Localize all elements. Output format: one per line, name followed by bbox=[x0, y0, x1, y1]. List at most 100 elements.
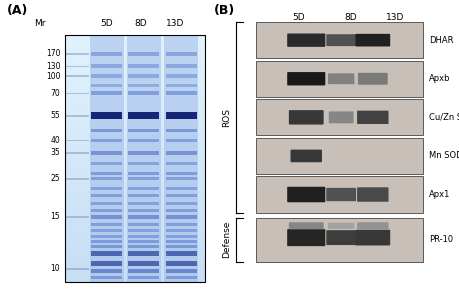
Bar bbox=[128, 129, 159, 132]
Bar bbox=[256, 22, 422, 58]
Bar bbox=[165, 187, 196, 190]
Bar bbox=[66, 152, 89, 154]
Bar bbox=[165, 112, 196, 119]
Bar bbox=[128, 51, 159, 56]
Bar bbox=[66, 53, 89, 55]
Text: 10: 10 bbox=[50, 264, 60, 273]
Text: 8D: 8D bbox=[344, 13, 356, 22]
Bar bbox=[90, 84, 122, 87]
Bar bbox=[128, 162, 159, 165]
Bar bbox=[90, 129, 122, 132]
Bar bbox=[128, 269, 159, 273]
Bar bbox=[90, 261, 122, 266]
FancyBboxPatch shape bbox=[286, 72, 325, 86]
FancyBboxPatch shape bbox=[356, 222, 388, 229]
Text: Mn SOD: Mn SOD bbox=[428, 151, 459, 161]
Text: 35: 35 bbox=[50, 148, 60, 157]
Text: 15: 15 bbox=[50, 212, 60, 221]
Bar bbox=[90, 112, 122, 119]
FancyBboxPatch shape bbox=[327, 223, 353, 229]
Bar bbox=[66, 66, 89, 67]
Text: (B): (B) bbox=[213, 4, 235, 17]
Bar bbox=[66, 76, 89, 77]
Bar bbox=[66, 93, 89, 94]
Bar bbox=[128, 235, 159, 238]
Text: (A): (A) bbox=[6, 4, 28, 17]
Bar bbox=[165, 177, 196, 180]
Bar bbox=[90, 51, 122, 56]
Bar bbox=[90, 64, 122, 68]
Bar bbox=[256, 99, 422, 136]
Bar bbox=[128, 202, 159, 205]
Bar bbox=[256, 61, 422, 97]
Bar bbox=[128, 64, 159, 68]
Text: 55: 55 bbox=[50, 111, 60, 120]
Bar bbox=[128, 91, 159, 95]
Bar bbox=[90, 139, 122, 142]
Text: DHAR: DHAR bbox=[428, 36, 453, 45]
Bar bbox=[128, 187, 159, 190]
FancyBboxPatch shape bbox=[328, 111, 353, 123]
FancyBboxPatch shape bbox=[355, 34, 389, 46]
Bar bbox=[66, 140, 89, 141]
Bar bbox=[90, 229, 122, 232]
Bar bbox=[66, 115, 89, 117]
Bar bbox=[128, 276, 159, 278]
Text: Apxb: Apxb bbox=[428, 74, 449, 83]
Bar bbox=[90, 209, 122, 212]
FancyBboxPatch shape bbox=[356, 187, 388, 202]
Bar bbox=[165, 74, 196, 78]
Text: 40: 40 bbox=[50, 136, 60, 145]
FancyBboxPatch shape bbox=[327, 73, 353, 84]
Bar bbox=[128, 209, 159, 212]
FancyBboxPatch shape bbox=[288, 222, 323, 229]
Bar bbox=[128, 223, 159, 226]
Bar bbox=[165, 223, 196, 226]
Bar bbox=[90, 202, 122, 205]
Bar bbox=[90, 187, 122, 190]
Bar bbox=[90, 74, 122, 78]
FancyBboxPatch shape bbox=[290, 150, 321, 162]
Bar bbox=[128, 245, 159, 248]
Bar bbox=[165, 129, 196, 132]
FancyBboxPatch shape bbox=[325, 34, 355, 46]
Text: Defense: Defense bbox=[222, 221, 231, 258]
Bar bbox=[128, 151, 159, 155]
Bar bbox=[165, 229, 196, 232]
Bar bbox=[128, 240, 159, 243]
Bar bbox=[90, 251, 122, 256]
Text: Apx1: Apx1 bbox=[428, 190, 449, 199]
Text: 5D: 5D bbox=[100, 19, 113, 28]
Bar bbox=[165, 84, 196, 87]
Bar bbox=[66, 268, 89, 270]
Bar bbox=[128, 261, 159, 266]
Text: 170: 170 bbox=[45, 49, 60, 58]
Bar bbox=[165, 215, 196, 219]
Text: 13D: 13D bbox=[386, 13, 404, 22]
Bar bbox=[66, 178, 89, 180]
Text: 13D: 13D bbox=[166, 19, 185, 28]
Text: 8D: 8D bbox=[134, 19, 146, 28]
Bar bbox=[256, 218, 422, 262]
Bar bbox=[165, 276, 196, 278]
Bar bbox=[90, 276, 122, 278]
Text: Cu/Zn SOD: Cu/Zn SOD bbox=[428, 113, 459, 122]
Bar bbox=[165, 251, 196, 256]
Bar bbox=[90, 91, 122, 95]
Bar bbox=[90, 245, 122, 248]
FancyBboxPatch shape bbox=[286, 229, 325, 246]
Bar bbox=[90, 240, 122, 243]
Bar bbox=[165, 139, 196, 142]
Text: 5D: 5D bbox=[291, 13, 304, 22]
Bar bbox=[128, 139, 159, 142]
FancyBboxPatch shape bbox=[325, 230, 355, 245]
Bar bbox=[90, 215, 122, 219]
Text: Mr: Mr bbox=[34, 19, 46, 28]
Bar bbox=[128, 229, 159, 232]
Bar bbox=[128, 215, 159, 219]
Bar bbox=[128, 112, 159, 119]
Bar bbox=[90, 223, 122, 226]
Text: PR-10: PR-10 bbox=[428, 235, 452, 244]
Text: 100: 100 bbox=[45, 71, 60, 81]
Bar bbox=[165, 245, 196, 248]
